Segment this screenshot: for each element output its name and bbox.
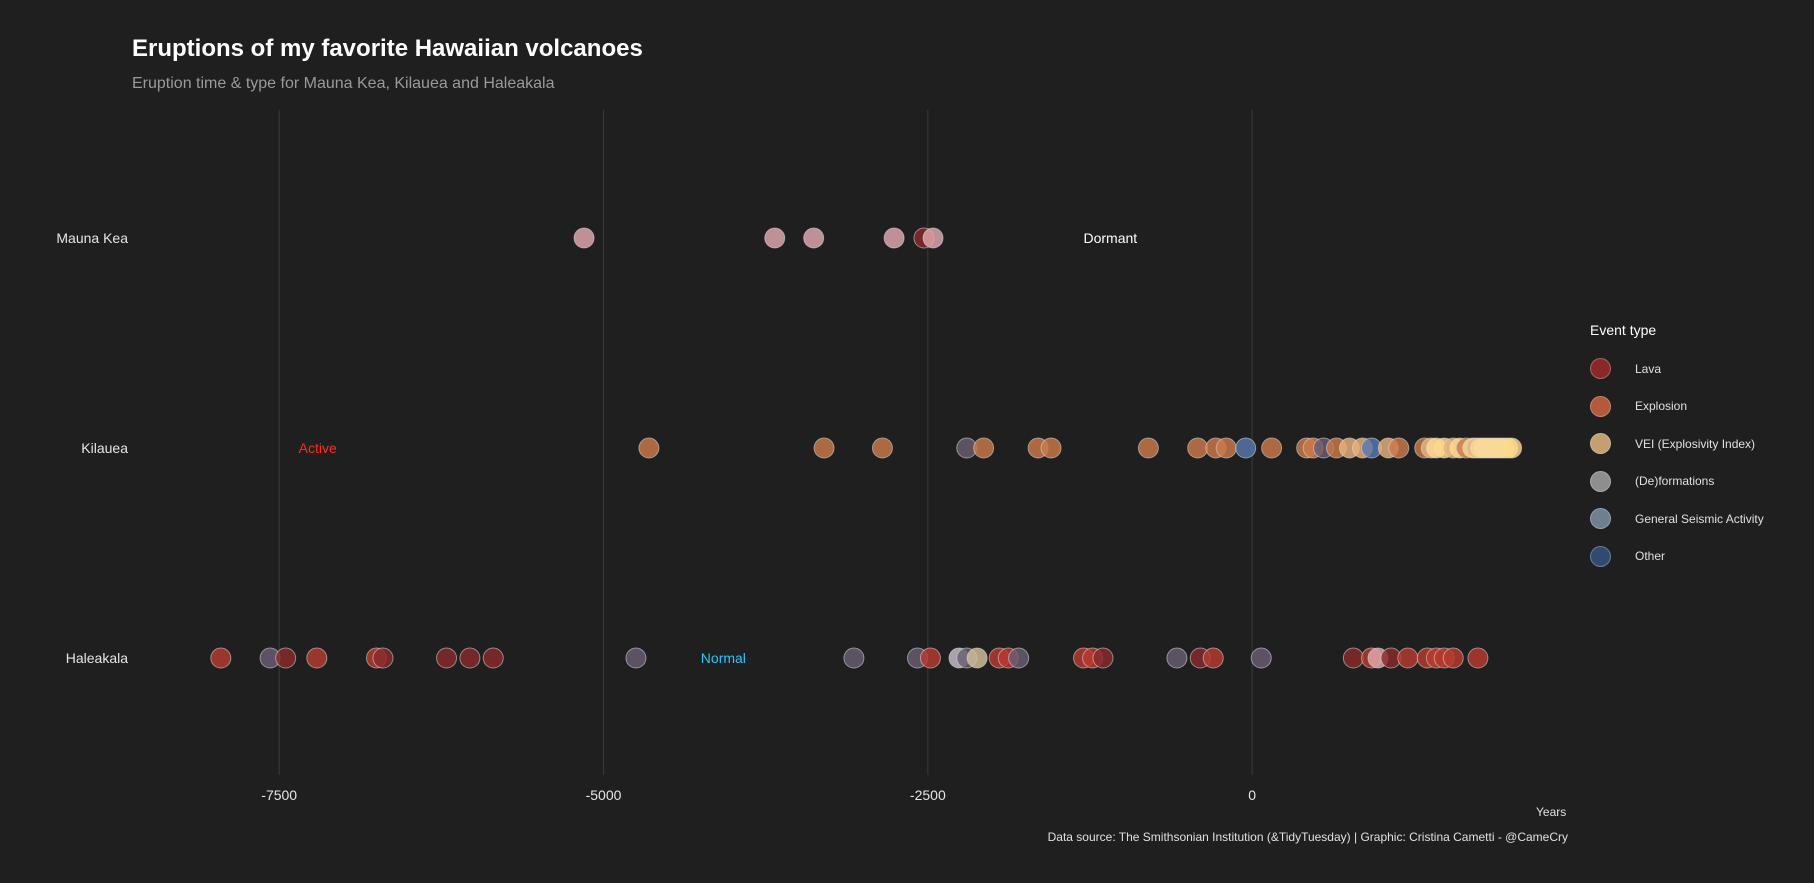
legend-swatch [1590,545,1611,567]
data-point [1342,647,1364,669]
data-point [973,437,995,459]
data-point [459,647,481,669]
data-point [1166,647,1188,669]
legend-label: VEI (Explosivity Index) [1635,436,1756,451]
y-category-label: Kilauea [81,440,128,456]
legend-swatch [1590,433,1611,455]
data-point [1388,437,1410,459]
data-point [372,647,394,669]
x-tick-label: -2500 [910,787,946,803]
legend-swatch [1590,470,1611,492]
data-point [638,437,660,459]
status-annotation: Dormant [1084,230,1138,246]
data-point [1215,437,1237,459]
y-axis-labels: Mauna Kea Kilauea Haleakala [56,230,128,666]
gridlines [278,110,1253,775]
data-point [1442,647,1464,669]
data-point [1187,437,1209,459]
legend-label: Explosion [1635,399,1688,414]
data-point [966,647,988,669]
data-point [1008,647,1030,669]
legend-label: Lava [1635,361,1662,376]
legend-swatch [1590,358,1611,380]
data-points [210,227,1523,669]
legend-label: General Seismic Activity [1635,511,1764,526]
x-tick-label: -7500 [261,787,297,803]
chart-title: Eruptions of my favorite Hawaiian volcan… [132,35,643,62]
chart-caption: Data source: The Smithsonian Institution… [1047,830,1568,844]
data-point [482,647,504,669]
legend-swatch [1590,395,1611,417]
data-point [919,647,941,669]
legend-swatch [1590,508,1611,530]
data-point [625,647,647,669]
x-axis-label: Years [1536,805,1567,819]
legend-item: Other [1590,538,1764,576]
chart-subtitle: Eruption time & type for Mauna Kea, Kila… [132,75,555,92]
legend-item: (De)formations [1590,463,1764,501]
data-point [1397,647,1419,669]
legend-label: (De)formations [1635,474,1715,489]
legend-item: Lava [1590,350,1764,388]
y-category-label: Mauna Kea [56,230,128,246]
data-point [764,227,786,249]
data-point [871,437,893,459]
x-axis-tick-labels: -7500 -5000 -2500 0 [261,787,1256,803]
legend: Event type Lava Explosion VEI (Explosivity… [1590,322,1764,575]
legend-item: Explosion [1590,388,1764,426]
data-point [1092,647,1114,669]
data-point [275,647,297,669]
status-annotation: Active [299,440,337,456]
data-point [1467,647,1489,669]
legend-item: General Seismic Activity [1590,500,1764,538]
data-point [1137,437,1159,459]
data-point [573,227,595,249]
legend-items: Lava Explosion VEI (Explosivity Index) (De)… [1590,350,1764,575]
data-point [813,437,835,459]
status-annotation: Normal [701,650,746,666]
x-tick-label: -5000 [586,787,622,803]
data-point [210,647,232,669]
legend-item: VEI (Explosivity Index) [1590,425,1764,463]
data-point [1202,647,1224,669]
data-point [306,647,328,669]
data-point [1040,437,1062,459]
legend-title: Event type [1590,322,1657,338]
x-tick-label: 0 [1248,787,1256,803]
data-point [883,227,905,249]
data-point [843,647,865,669]
data-point [1250,647,1272,669]
legend-label: Other [1635,549,1666,564]
data-point [803,227,825,249]
data-point [922,227,944,249]
y-category-label: Haleakala [66,650,128,666]
annotations: Dormant Active Normal [299,230,1138,666]
data-point [1261,437,1283,459]
data-point [1235,437,1257,459]
data-point [436,647,458,669]
data-point [1501,437,1523,459]
